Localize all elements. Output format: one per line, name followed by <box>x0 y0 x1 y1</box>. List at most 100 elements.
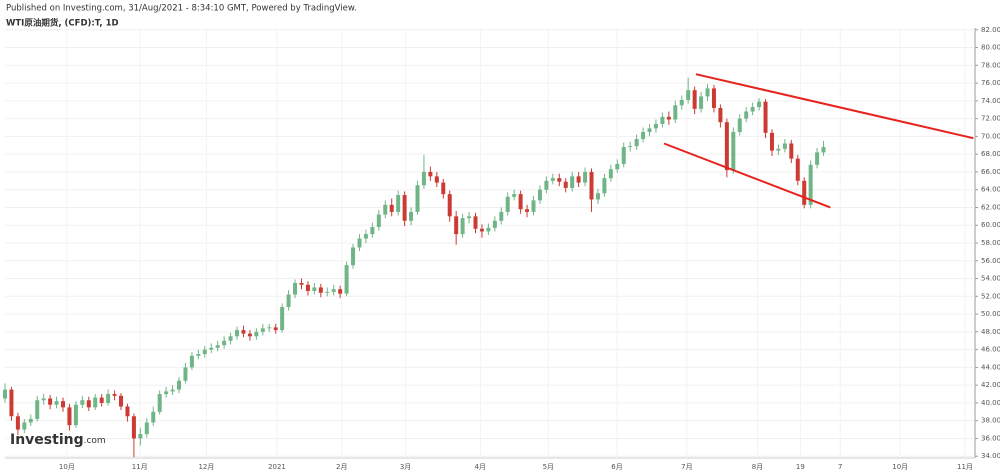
candle-body <box>641 131 646 140</box>
candle-body <box>737 118 742 132</box>
candle-body <box>22 422 27 430</box>
candle-body <box>776 148 781 151</box>
candle-body <box>718 107 723 123</box>
candle-body <box>544 180 549 190</box>
candle-body <box>273 327 278 331</box>
candle-body <box>325 291 330 293</box>
candle-body <box>583 171 588 183</box>
y-tick-label: 34.00 <box>981 452 1000 460</box>
x-tick-label: 2月 <box>336 463 347 471</box>
candle-body <box>112 394 117 396</box>
x-tick-label: 12月 <box>198 463 214 471</box>
y-tick-label: 42.00 <box>981 381 1000 389</box>
candle-body <box>557 178 562 182</box>
candle-body <box>634 139 639 147</box>
y-tick-label: 48.00 <box>981 328 1000 336</box>
candle-body <box>795 158 800 181</box>
x-tick-label: 4月 <box>475 463 486 471</box>
candle-body <box>177 380 182 390</box>
y-tick-label: 66.00 <box>981 168 1000 176</box>
y-tick-label: 82.00 <box>981 26 1000 34</box>
candle-body <box>48 398 53 405</box>
candle-body <box>376 214 381 228</box>
candle-body <box>563 181 568 188</box>
logo-name: Investing <box>10 432 84 448</box>
plot: 34.00 36.00 38.00 40.00 42.00 44.00 46.00 48.00… <box>3 26 1000 471</box>
candle-body <box>312 287 317 291</box>
candle-body <box>647 128 652 132</box>
candle-body <box>331 289 336 292</box>
candle-body <box>757 101 762 108</box>
candle-body <box>731 131 736 171</box>
candle-body <box>247 333 252 337</box>
candle-body <box>724 122 729 171</box>
candle-body <box>370 227 375 235</box>
candle-body <box>460 218 465 235</box>
published-note: Published on Investing.com, 31/Aug/2021 … <box>6 4 357 14</box>
candle-body <box>106 394 111 403</box>
x-tick-label: 8月 <box>752 463 763 471</box>
candle-body <box>35 400 40 419</box>
candle-body <box>267 327 272 329</box>
y-tick-label: 36.00 <box>981 434 1000 442</box>
candle-body <box>170 389 175 392</box>
candle-body <box>467 216 472 219</box>
candle-body <box>235 330 240 337</box>
y-tick-label: 78.00 <box>981 61 1000 69</box>
candle-body <box>447 194 452 217</box>
x-tick-label: 2021 <box>268 463 286 471</box>
y-tick-label: 44.00 <box>981 363 1000 371</box>
candle-body <box>505 196 510 212</box>
candle-body <box>421 171 426 186</box>
x-tick-label: 3月 <box>400 463 411 471</box>
candle-body <box>286 294 291 307</box>
candle-body <box>86 400 91 408</box>
candle-body <box>254 331 259 337</box>
candle-body <box>750 107 755 112</box>
y-tick-label: 80.00 <box>981 44 1000 52</box>
candle-body <box>789 143 794 159</box>
candle-body <box>73 404 78 426</box>
x-tick-label: 19 <box>796 463 805 471</box>
candle-body <box>499 211 504 221</box>
candle-body <box>441 182 446 195</box>
y-tick-label: 50.00 <box>981 310 1000 318</box>
candle-body <box>531 200 536 212</box>
x-tick-label: 11月 <box>957 463 973 471</box>
y-tick-label: 52.00 <box>981 292 1000 300</box>
candle-body <box>241 330 246 334</box>
candle-body <box>189 355 194 368</box>
candle-body <box>54 401 59 405</box>
candle-body <box>28 418 33 423</box>
candle-body <box>3 389 7 399</box>
trend-line <box>663 142 831 209</box>
candle-body <box>131 416 136 439</box>
candle-body <box>93 397 98 408</box>
candle-body <box>9 389 14 417</box>
candle-body <box>15 416 20 430</box>
candle-body <box>705 88 710 97</box>
candle-body <box>299 282 304 285</box>
candle-body <box>99 397 104 403</box>
y-tick-label: 56.00 <box>981 257 1000 265</box>
candle-body <box>67 407 72 426</box>
candle-body <box>479 228 484 232</box>
candle-body <box>492 220 497 228</box>
candle-body <box>396 195 401 212</box>
y-tick-label: 62.00 <box>981 203 1000 211</box>
candle-body <box>537 189 542 201</box>
candle-body <box>228 336 233 341</box>
y-tick-label: 38.00 <box>981 417 1000 425</box>
y-tick-label: 40.00 <box>981 399 1000 407</box>
candle-body <box>157 394 162 412</box>
candle-body <box>138 434 143 439</box>
candle-body <box>260 328 265 332</box>
candle-body <box>821 147 826 153</box>
candle-body <box>666 116 671 120</box>
candle-body <box>692 90 697 109</box>
y-tick-label: 76.00 <box>981 79 1000 87</box>
candle-body <box>202 349 207 355</box>
x-tick-label: 10月 <box>892 463 908 471</box>
candle-body <box>164 391 169 395</box>
candle-body <box>151 411 156 423</box>
